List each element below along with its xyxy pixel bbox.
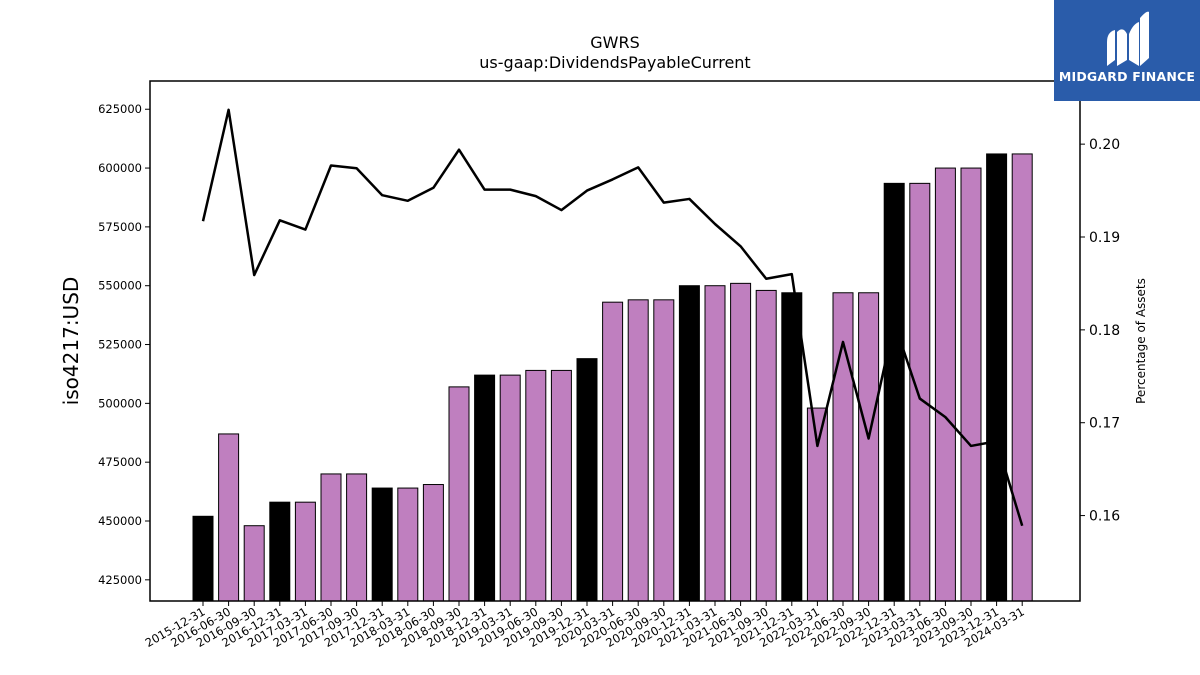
y2-tick-label: 0.19 [1089, 230, 1120, 246]
bar [397, 487, 419, 602]
bar [1011, 153, 1033, 602]
bar [832, 292, 854, 602]
y2-tick-label: 0.17 [1089, 416, 1120, 432]
bar [730, 282, 752, 602]
bar [346, 473, 368, 602]
chart-subtitle: us-gaap:DividendsPayableCurrent [479, 53, 750, 72]
y-tick-label: 525000 [98, 338, 142, 352]
y2-tick-label: 0.16 [1089, 509, 1120, 525]
y2-axis-label: Percentage of Assets [1134, 278, 1148, 404]
bar [294, 501, 316, 602]
y-tick-label: 575000 [98, 220, 142, 234]
bar [474, 374, 496, 602]
bar [525, 369, 547, 602]
bar [755, 289, 777, 602]
bar-series [192, 153, 1033, 602]
bar [858, 292, 880, 602]
bar [448, 386, 470, 602]
brand-logo: MIDGARD FINANCE [1054, 0, 1200, 101]
x-axis: 2015-12-312016-06-302016-09-302016-12-31… [143, 601, 1027, 650]
y-tick-label: 450000 [98, 514, 142, 528]
bar [602, 301, 624, 602]
bar [909, 182, 931, 602]
bar [781, 292, 803, 602]
logo-mark-icon [1107, 11, 1149, 67]
y-tick-label: 625000 [98, 102, 142, 116]
bar [320, 473, 342, 602]
bar [550, 369, 572, 602]
bar [678, 285, 700, 602]
line-series-path [201, 108, 1024, 527]
y2-tick-label: 0.18 [1089, 323, 1120, 339]
bar [704, 285, 726, 602]
bar [192, 515, 214, 602]
bar [627, 299, 649, 602]
chart-title: GWRS [590, 33, 640, 52]
bar [499, 374, 521, 602]
bar [371, 487, 393, 602]
y2-tick-label: 0.20 [1089, 137, 1120, 153]
plot-frame [149, 80, 1081, 602]
y2-axis: 0.16 0.17 0.18 0.19 0.20 [1080, 137, 1120, 525]
bar [806, 407, 828, 602]
bar [218, 433, 240, 602]
bar [883, 182, 905, 602]
y-axis: 425000 450000 475000 500000 525000 550000 5750… [98, 102, 150, 587]
bar [269, 501, 291, 602]
bar [422, 484, 444, 602]
y-tick-label: 600000 [98, 161, 142, 175]
y-tick-label: 475000 [98, 455, 142, 469]
bar [243, 525, 265, 602]
y-tick-label: 550000 [98, 279, 142, 293]
y-tick-label: 500000 [98, 396, 142, 410]
y-axis-label: iso4217:USD [59, 277, 83, 406]
bar [934, 167, 956, 602]
logo-text: MIDGARD FINANCE [1058, 69, 1196, 84]
line-series [201, 108, 1024, 527]
bar [986, 153, 1008, 602]
bar [576, 358, 598, 602]
y-tick-label: 425000 [98, 573, 142, 587]
bar [960, 167, 982, 602]
bar [653, 299, 675, 602]
